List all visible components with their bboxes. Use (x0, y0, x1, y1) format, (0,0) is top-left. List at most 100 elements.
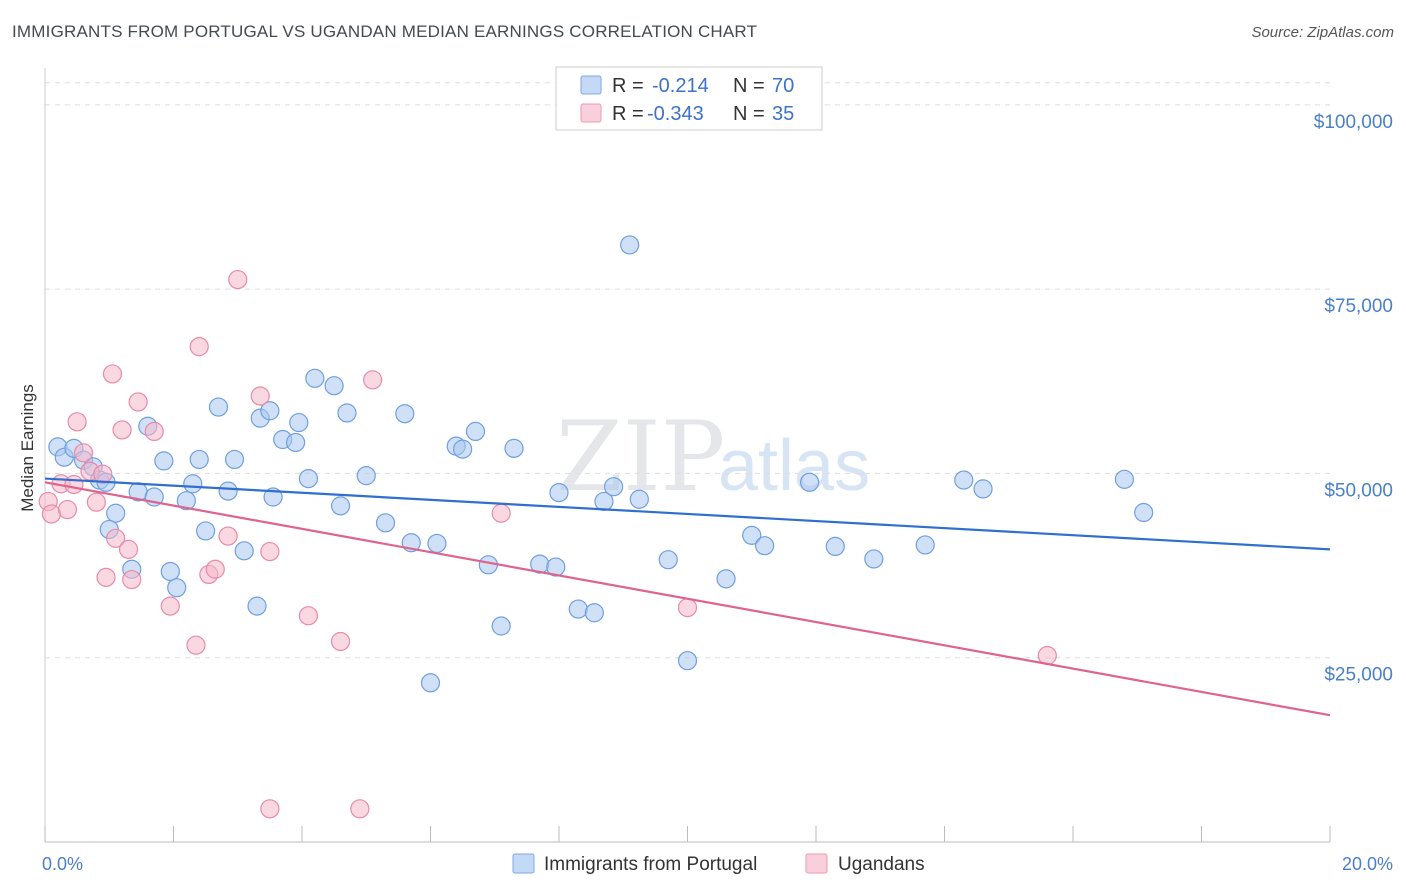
data-point (122, 569, 142, 590)
data-point (144, 421, 164, 442)
data-point (677, 597, 698, 618)
y-tick-label: $25,000 (1324, 665, 1393, 686)
data-point (546, 557, 566, 577)
legend-swatch-pink (580, 103, 602, 123)
data-point (453, 439, 473, 459)
data-point (363, 370, 383, 390)
legend-r-value-1: -0.214 (652, 75, 709, 97)
axes (44, 68, 1331, 843)
data-point (330, 631, 351, 652)
legend-n-value-1: 70 (772, 75, 794, 97)
data-point (160, 561, 180, 582)
data-point (716, 569, 736, 589)
data-point (427, 533, 447, 554)
data-point (260, 401, 280, 421)
data-point (189, 337, 209, 357)
legend-n-label-1: N = (733, 75, 765, 97)
data-point (86, 492, 107, 512)
data-point (620, 235, 640, 255)
data-point (350, 799, 370, 819)
legend-top: R = -0.214 N = 70 R = -0.343 N = 35 (555, 66, 823, 131)
data-point (825, 536, 845, 557)
y-tick-label: $50,000 (1324, 480, 1393, 501)
data-point (224, 449, 245, 470)
data-point (106, 528, 126, 548)
y-axis-label: Median Earnings (18, 384, 37, 512)
x-tick-labels: 0.0% 20.0% (42, 854, 1393, 874)
data-point (491, 616, 511, 636)
data-point (260, 541, 280, 562)
data-point (73, 443, 94, 463)
trend-line-portugal (44, 477, 1331, 551)
data-point (247, 596, 267, 616)
data-point (67, 412, 87, 432)
data-point (160, 596, 180, 616)
data-point (96, 567, 116, 587)
legend-bottom-swatch-portugal (512, 853, 535, 874)
data-point (799, 472, 820, 492)
data-point (128, 392, 148, 412)
data-point (196, 521, 216, 541)
data-point (754, 536, 775, 556)
data-point (263, 487, 283, 507)
data-point (167, 578, 187, 598)
legend-r-label-2: R = (612, 103, 644, 125)
trend-line-ugandans (44, 481, 1331, 717)
data-point (154, 451, 174, 471)
data-point (915, 535, 935, 555)
series-ugandans-points (38, 269, 1057, 819)
data-point (118, 539, 139, 559)
data-point (330, 496, 351, 516)
data-point (465, 421, 486, 442)
legend-bottom-swatch-ugandans (805, 853, 828, 874)
data-point (218, 526, 238, 546)
data-point (324, 376, 344, 396)
data-point (395, 404, 415, 424)
data-point (285, 432, 306, 453)
legend-n-label-2: N = (733, 103, 765, 125)
y-tick-labels: $25,000 $50,000 $75,000 $100,000 (1314, 112, 1393, 686)
legend-swatch-blue (580, 75, 602, 95)
source-credit: Source: ZipAtlas.com (1251, 24, 1394, 41)
legend-n-value-2: 35 (772, 103, 794, 125)
y-tick-label: $75,000 (1324, 296, 1393, 317)
legend-r-label-1: R = (612, 75, 644, 97)
data-point (677, 651, 698, 671)
x-tick-label-min: 0.0% (42, 854, 83, 874)
data-point (64, 474, 84, 495)
data-point (584, 603, 604, 623)
data-point (604, 477, 624, 497)
data-point (973, 479, 993, 499)
data-point (93, 464, 113, 484)
data-point (1134, 502, 1154, 523)
data-point (356, 466, 376, 486)
legend-bottom: Immigrants from Portugal Ugandans (512, 853, 925, 875)
data-point (260, 799, 280, 819)
watermark-atlas: atlas (718, 426, 870, 506)
data-point (742, 525, 762, 545)
data-point (864, 549, 884, 569)
data-point (658, 550, 678, 570)
data-point (112, 420, 132, 440)
data-point (205, 559, 225, 579)
data-point (289, 412, 309, 433)
data-point (568, 599, 588, 619)
legend-r-value-2: -0.343 (647, 103, 704, 125)
y-tick-label: $100,000 (1314, 112, 1393, 133)
data-point (420, 673, 441, 693)
data-point (57, 499, 78, 520)
data-point (629, 489, 649, 509)
series-portugal-points (48, 235, 1154, 693)
data-point (102, 364, 123, 384)
trend-lines (44, 477, 1331, 717)
data-point (549, 482, 569, 503)
data-point (208, 397, 229, 417)
data-point (106, 503, 126, 523)
data-point (305, 368, 325, 388)
legend-bottom-label-ugandans: Ugandans (838, 854, 925, 875)
data-point (1114, 469, 1135, 489)
data-point (189, 449, 209, 470)
data-point (491, 503, 511, 523)
data-point (375, 513, 396, 533)
